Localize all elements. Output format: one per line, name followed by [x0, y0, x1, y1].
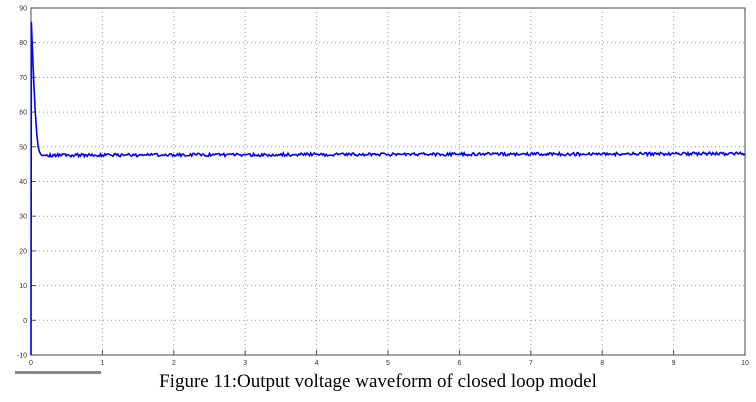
- x-tick-label: 8: [600, 360, 604, 367]
- x-tick-label: 9: [672, 360, 676, 367]
- y-tick-label: 20: [19, 248, 27, 255]
- y-tick-label: 0: [23, 318, 27, 325]
- x-tick-label: 0: [29, 360, 33, 367]
- x-tick-label: 3: [243, 360, 247, 367]
- x-tick-label: 6: [457, 360, 461, 367]
- y-tick-label: 10: [19, 283, 27, 290]
- y-tick-label: -10: [17, 353, 27, 360]
- chart: 0 1 2 3 4 5 6 7 8 9 10-100102030405060708090: [0, 0, 756, 370]
- figure-caption: Figure 11:Output voltage waveform of clo…: [0, 371, 756, 393]
- y-tick-label: 40: [19, 179, 27, 186]
- x-tick-label: 5: [386, 360, 390, 367]
- y-tick-label: 90: [19, 6, 27, 13]
- y-tick-label: 30: [19, 214, 27, 221]
- x-tick-label: 4: [315, 360, 319, 367]
- x-tick-label: 1: [100, 360, 104, 367]
- x-tick-label: 2: [172, 360, 176, 367]
- y-tick-label: 60: [19, 110, 27, 117]
- y-tick-label: 70: [19, 75, 27, 82]
- y-tick-label: 80: [19, 40, 27, 47]
- y-tick-label: 50: [19, 144, 27, 151]
- x-tick-label: 10: [741, 360, 749, 367]
- x-tick-label: 7: [529, 360, 533, 367]
